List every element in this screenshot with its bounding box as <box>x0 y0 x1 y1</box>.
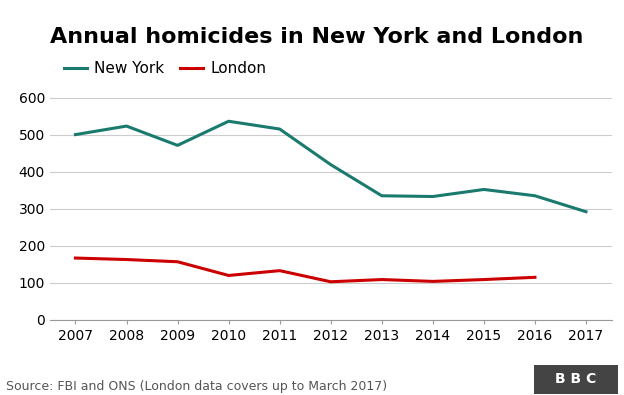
Text: Source: FBI and ONS (London data covers up to March 2017): Source: FBI and ONS (London data covers … <box>6 380 388 393</box>
Text: Annual homicides in New York and London: Annual homicides in New York and London <box>50 27 583 47</box>
Legend: New York, London: New York, London <box>57 55 272 83</box>
Text: B B C: B B C <box>555 372 597 386</box>
